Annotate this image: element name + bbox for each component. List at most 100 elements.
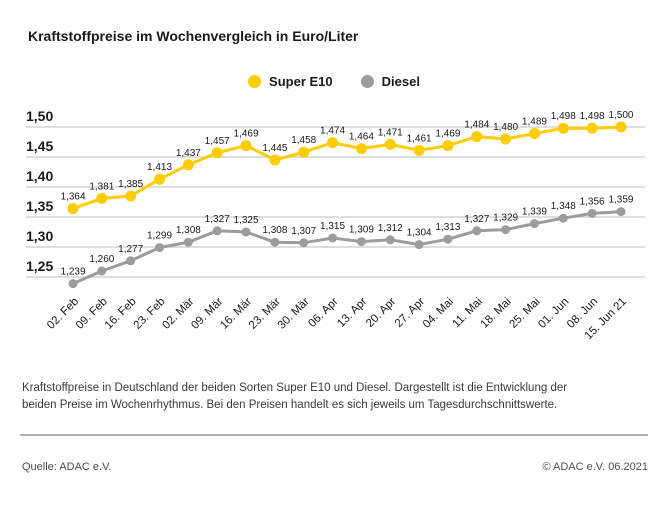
y-tick-label: 1,25 [26,258,53,274]
data-point-label: 1,315 [320,221,345,232]
chart-description: Kraftstoffpreise in Deutschland der beid… [22,382,568,412]
data-point [270,237,280,247]
data-point-label: 1,329 [493,213,518,224]
data-point [328,233,338,243]
data-point-label: 1,260 [89,254,114,265]
data-point-label: 1,469 [435,129,460,140]
x-tick-label: 01. Jun [536,296,571,331]
data-point-label: 1,385 [118,179,143,190]
data-point-label: 1,307 [291,226,316,237]
data-point [327,137,339,149]
data-point-label: 1,304 [407,228,432,239]
data-point-label: 1,469 [234,129,259,140]
data-point [471,131,483,143]
data-point [212,226,222,236]
data-point [615,121,627,133]
data-point-label: 1,325 [234,215,259,226]
data-point [269,154,281,166]
data-point [299,238,309,248]
data-point-label: 1,308 [176,225,201,236]
data-point [616,207,626,217]
data-point [442,140,454,152]
x-tick-label: 11. Mai [450,296,485,331]
footer-divider [20,434,648,436]
data-point [472,226,482,236]
x-tick-label: 30. Mär [276,296,312,332]
legend-label-super-e10: Super E10 [269,74,333,89]
data-point-label: 1,489 [522,117,547,128]
x-tick-label: 25. Mai [507,296,542,331]
y-tick-label: 1,50 [26,108,53,124]
data-point-label: 1,437 [176,148,201,159]
data-point [528,128,540,140]
data-point-label: 1,239 [60,267,85,278]
data-point-label: 1,308 [262,225,287,236]
data-point [155,243,165,253]
data-point [97,266,107,276]
data-point-label: 1,458 [291,135,316,146]
data-point-label: 1,327 [464,214,489,225]
data-point [501,225,511,235]
data-point [413,144,425,156]
diesel-dot-icon [360,75,374,88]
data-point [182,159,194,171]
data-point [241,227,251,237]
legend-item-super-e10: Super E10 [248,74,333,89]
data-point-label: 1,327 [205,214,230,225]
data-point-label: 1,359 [608,195,633,206]
data-point-label: 1,464 [349,132,374,143]
data-point [586,122,598,134]
data-point-label: 1,277 [118,244,143,255]
data-point-label: 1,312 [378,223,403,234]
data-point-label: 1,381 [89,181,114,192]
x-tick-label: 13. Apr [335,296,369,330]
data-point [298,146,310,158]
data-point [356,237,366,247]
data-point-label: 1,339 [522,207,547,218]
x-tick-label: 04. Mai [421,296,456,331]
data-point-label: 1,474 [320,126,345,137]
data-point-label: 1,356 [580,196,605,207]
data-point [385,235,395,245]
data-point [355,143,367,155]
copyright-text: © ADAC e.V. 06.2021 [542,461,648,473]
data-point [126,256,136,266]
legend-label-diesel: Diesel [381,74,420,89]
y-tick-label: 1,40 [26,168,53,184]
x-tick-label: 18. Mai [479,296,514,331]
data-point [183,237,193,247]
data-point [67,203,79,215]
data-point [558,213,568,223]
data-point-label: 1,480 [493,122,518,133]
data-point [240,140,252,152]
chart-area: 1,25 1,30 1,35 1,40 1,45 1,50 02. Feb 09. Feb 16… [0,100,668,362]
data-point-label: 1,413 [147,162,172,173]
data-point-label: 1,445 [262,143,287,154]
data-point-label: 1,500 [608,110,633,121]
chart-legend: Super E10 Diesel [0,74,668,89]
legend-item-diesel: Diesel [360,74,420,89]
data-point [557,122,569,134]
data-point [154,173,166,185]
page-title: Kraftstoffpreise im Wochenvergleich in E… [28,28,359,44]
series-line-diesel [72,210,622,285]
data-point [68,279,78,289]
data-point [211,147,223,159]
y-tick-label: 1,45 [26,138,53,154]
data-point-label: 1,484 [464,120,489,131]
data-point [96,192,108,204]
y-tick-label: 1,35 [26,198,53,214]
data-point [500,133,512,145]
data-point-label: 1,313 [435,222,460,233]
data-point-label: 1,457 [205,136,230,147]
data-point-label: 1,309 [349,225,374,236]
data-point-label: 1,471 [378,127,403,138]
data-point [529,219,539,229]
data-point [587,208,597,218]
data-point-label: 1,498 [580,111,605,122]
data-point-label: 1,299 [147,231,172,242]
y-tick-label: 1,30 [26,228,53,244]
data-point-label: 1,364 [60,192,85,203]
